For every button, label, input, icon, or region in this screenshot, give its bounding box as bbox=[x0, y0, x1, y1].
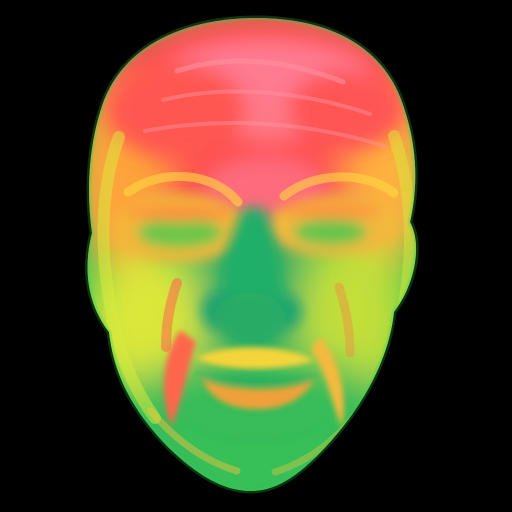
face-outline-glow bbox=[85, 15, 419, 494]
